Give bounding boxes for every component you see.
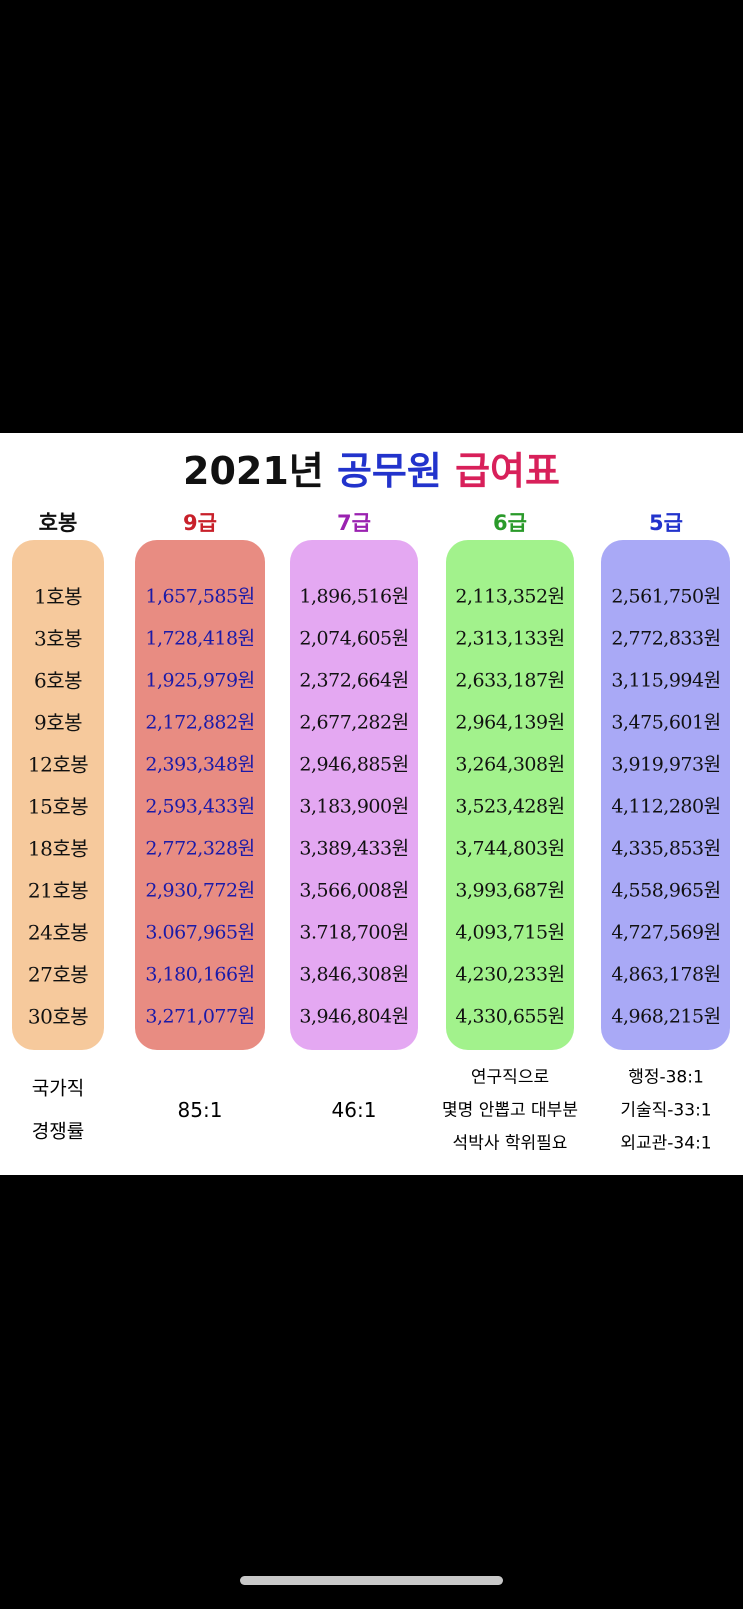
salary-cell: 4,093,715원 [455, 921, 565, 944]
footer-cell: 기술직-33:1 [620, 1100, 712, 1121]
salary-cell: 4,335,853원 [611, 837, 721, 860]
footer-cell: 몇명 안뽑고 대부분 [442, 1100, 578, 1121]
home-indicator[interactable] [240, 1576, 503, 1585]
footer-cell: 석박사 학위필요 [452, 1133, 568, 1154]
salary-cell: 4,558,965원 [611, 879, 721, 902]
salary-cell: 3,271,077원 [145, 1005, 255, 1028]
salary-cell: 3.718,700원 [299, 921, 409, 944]
footer-label: 국가직 [31, 1077, 85, 1100]
salary-cell: 2,113,352원 [455, 585, 565, 608]
step-label: 15호봉 [27, 794, 89, 819]
salary-cell: 3,993,687원 [455, 879, 565, 902]
salary-cell: 3,475,601원 [611, 711, 721, 734]
salary-cell: 3.067,965원 [145, 921, 255, 944]
footer-cell: 행정-38:1 [628, 1067, 704, 1088]
column-bg [135, 540, 265, 1050]
salary-cell: 2,074,605원 [299, 627, 409, 650]
salary-cell: 1,925,979원 [145, 669, 255, 692]
column-header: 5급 [649, 511, 683, 535]
salary-cell: 4,230,233원 [455, 963, 565, 986]
salary-cell: 3,115,994원 [611, 669, 721, 692]
salary-cell: 2,964,139원 [455, 711, 565, 734]
footer-cell: 외교관-34:1 [620, 1133, 712, 1154]
salary-cell: 4,112,280원 [611, 795, 721, 818]
step-label: 3호봉 [33, 626, 83, 651]
column-header: 9급 [183, 511, 217, 535]
salary-cell: 2,946,885원 [299, 753, 409, 776]
salary-cell: 2,561,750원 [611, 585, 721, 608]
salary-cell: 1,657,585원 [145, 585, 255, 608]
salary-cell: 4,863,178원 [611, 963, 721, 986]
footer-cell: 46:1 [331, 1098, 377, 1122]
salary-cell: 4,968,215원 [611, 1005, 721, 1028]
title-subject: 공무원 [336, 449, 442, 493]
step-label: 12호봉 [27, 752, 89, 777]
column-bg [446, 540, 574, 1050]
salary-cell: 3,919,973원 [611, 753, 721, 776]
salary-cell: 3,566,008원 [299, 879, 409, 902]
salary-cell: 3,946,804원 [299, 1005, 409, 1028]
salary-cell: 2,772,833원 [611, 627, 721, 650]
column-header: 6급 [493, 511, 527, 535]
step-label: 18호봉 [27, 836, 89, 861]
salary-cell: 2,393,348원 [145, 753, 255, 776]
salary-cell: 3,180,166원 [145, 963, 255, 986]
column-bg [290, 540, 418, 1050]
column-bg [601, 540, 730, 1050]
footer-cell: 85:1 [177, 1098, 223, 1122]
step-label: 6호봉 [33, 668, 83, 693]
title: 2021년 공무원 급여표 [0, 440, 743, 495]
step-label: 1호봉 [33, 584, 83, 609]
salary-cell: 3,389,433원 [299, 837, 409, 860]
column-header: 호봉 [38, 511, 78, 535]
salary-cell: 4,727,569원 [611, 921, 721, 944]
footer-label: 경쟁률 [31, 1120, 85, 1143]
salary-cell: 1,728,418원 [145, 627, 255, 650]
footer-cell: 연구직으로 [470, 1067, 550, 1088]
salary-cell: 2,930,772원 [145, 879, 255, 902]
step-label: 21호봉 [27, 878, 89, 903]
salary-cell: 4,330,655원 [455, 1005, 565, 1028]
salary-cell: 3,744,803원 [455, 837, 565, 860]
salary-cell: 3,264,308원 [455, 753, 565, 776]
salary-cell: 2,372,664원 [299, 669, 409, 692]
step-label: 27호봉 [27, 962, 89, 987]
salary-cell: 3,183,900원 [299, 795, 409, 818]
salary-cell: 2,772,328원 [145, 837, 255, 860]
salary-cell: 3,846,308원 [299, 963, 409, 986]
step-label: 24호봉 [27, 920, 89, 945]
salary-cell: 2,172,882원 [145, 711, 255, 734]
salary-cell: 3,523,428원 [455, 795, 565, 818]
salary-cell: 2,677,282원 [299, 711, 409, 734]
title-word: 급여표 [455, 449, 560, 493]
step-label: 30호봉 [27, 1004, 89, 1029]
title-year: 2021년 [183, 449, 324, 493]
salary-cell: 2,593,433원 [145, 795, 255, 818]
salary-cell: 2,313,133원 [455, 627, 565, 650]
column-header: 7급 [337, 511, 371, 535]
step-label: 9호봉 [33, 710, 83, 735]
column-bg [12, 540, 104, 1050]
salary-cell: 1,896,516원 [299, 585, 409, 608]
salary-cell: 2,633,187원 [455, 669, 565, 692]
